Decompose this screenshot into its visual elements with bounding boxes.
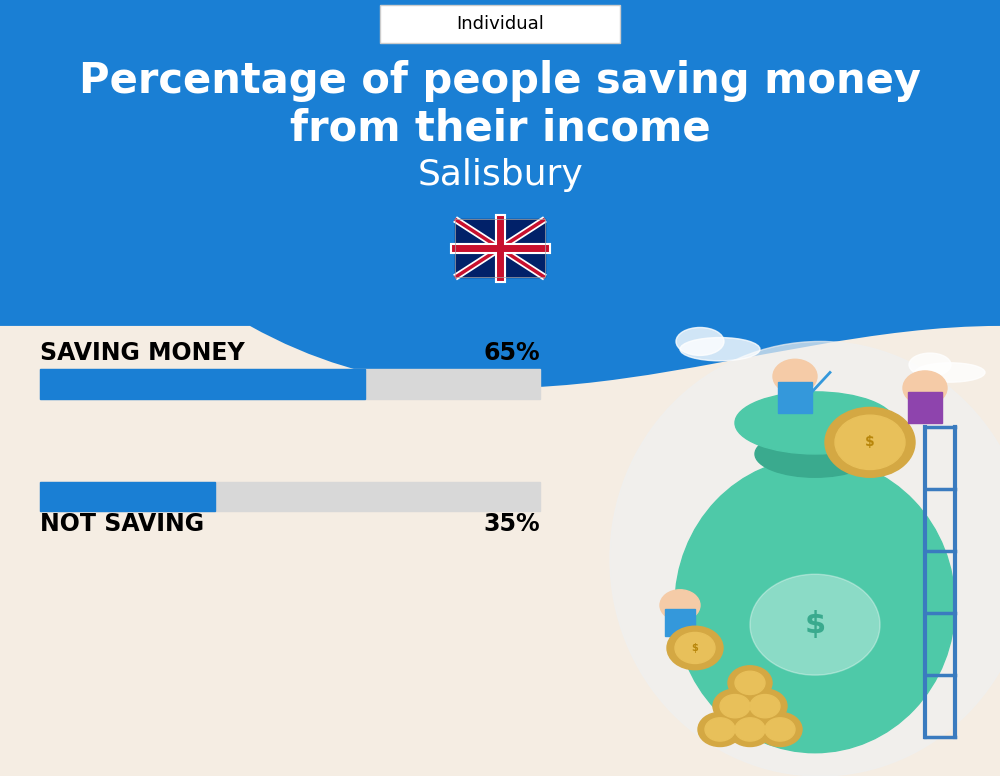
Circle shape: [758, 712, 802, 747]
Text: 35%: 35%: [483, 512, 540, 535]
Circle shape: [705, 718, 735, 741]
Circle shape: [675, 632, 715, 663]
Circle shape: [825, 407, 915, 477]
Ellipse shape: [735, 392, 895, 454]
Circle shape: [660, 590, 700, 621]
FancyBboxPatch shape: [380, 5, 620, 43]
Circle shape: [750, 574, 880, 675]
Circle shape: [735, 718, 765, 741]
Ellipse shape: [755, 431, 875, 477]
Bar: [908, 392, 942, 423]
Bar: [40, 482, 215, 511]
Ellipse shape: [610, 341, 1000, 776]
Circle shape: [835, 415, 905, 469]
Circle shape: [667, 626, 723, 670]
Bar: [665, 609, 695, 636]
Ellipse shape: [675, 458, 955, 753]
Text: Percentage of people saving money: Percentage of people saving money: [79, 61, 921, 102]
Circle shape: [713, 689, 757, 723]
Ellipse shape: [909, 353, 951, 376]
Circle shape: [743, 689, 787, 723]
Text: 65%: 65%: [483, 341, 540, 365]
Ellipse shape: [915, 363, 985, 382]
Bar: [778, 382, 812, 413]
Ellipse shape: [676, 327, 724, 355]
PathPatch shape: [0, 0, 1000, 388]
Text: Salisbury: Salisbury: [417, 158, 583, 192]
Circle shape: [698, 712, 742, 747]
Text: Individual: Individual: [456, 15, 544, 33]
Text: NOT SAVING: NOT SAVING: [40, 512, 204, 535]
Ellipse shape: [680, 338, 760, 361]
Circle shape: [750, 695, 780, 718]
Circle shape: [728, 712, 772, 747]
Text: from their income: from their income: [290, 107, 710, 149]
Bar: [455, 220, 545, 277]
Circle shape: [903, 371, 947, 405]
Circle shape: [773, 359, 817, 393]
Text: $: $: [865, 435, 875, 449]
Circle shape: [728, 666, 772, 700]
Circle shape: [735, 671, 765, 695]
Bar: [40, 482, 540, 511]
Bar: [40, 369, 365, 399]
Circle shape: [765, 718, 795, 741]
Text: SAVING MONEY: SAVING MONEY: [40, 341, 245, 365]
Bar: [455, 220, 545, 277]
Text: $: $: [692, 643, 698, 653]
Bar: [40, 369, 540, 399]
Circle shape: [720, 695, 750, 718]
Text: $: $: [804, 610, 826, 639]
